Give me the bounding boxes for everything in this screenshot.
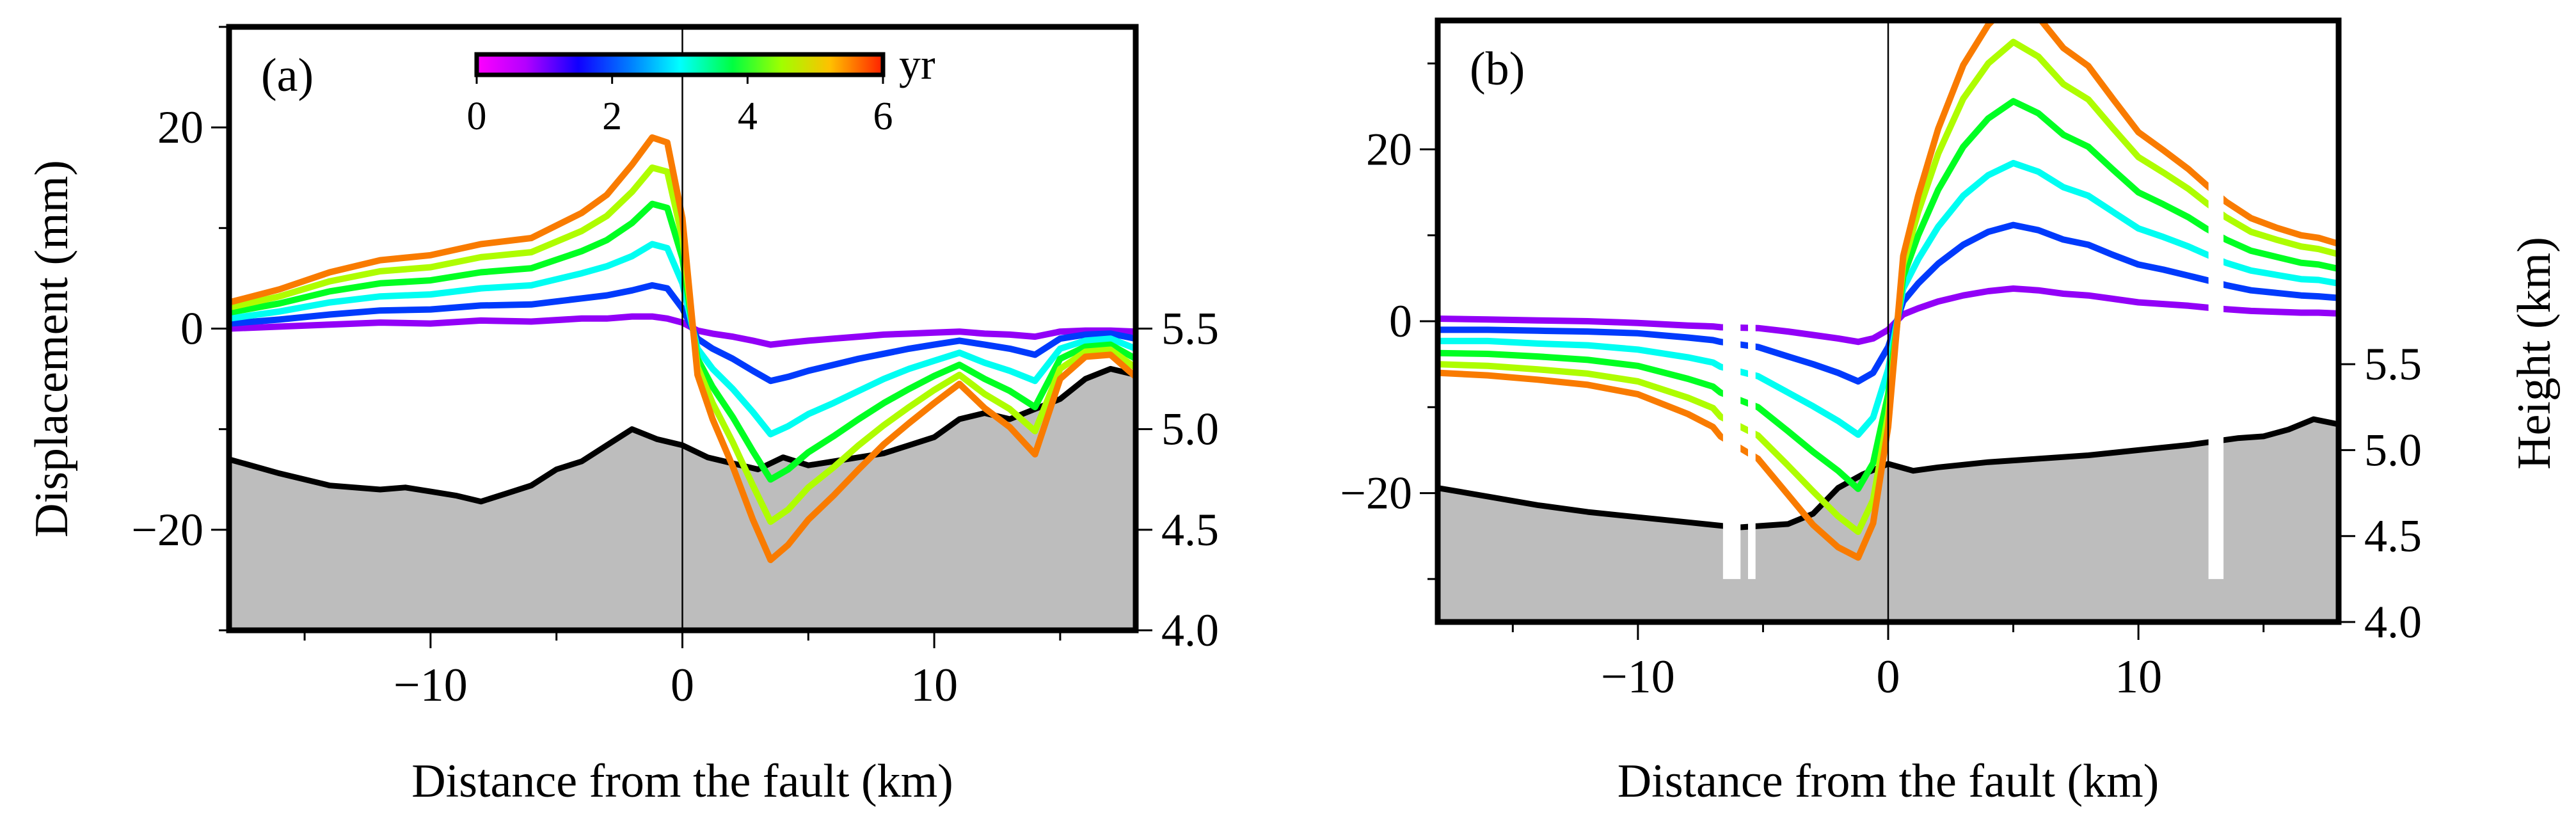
y2-tick-label: 4.5 bbox=[2364, 511, 2422, 562]
colorbar-unit: yr bbox=[899, 40, 935, 88]
series-line-5 bbox=[229, 164, 1136, 525]
y-tick-label: 0 bbox=[1389, 296, 1412, 347]
y2-axis-label: Height (km) bbox=[2508, 237, 2561, 470]
data-gap-3 bbox=[2208, 46, 2224, 579]
y2-tick-label: 5.0 bbox=[1161, 404, 1219, 455]
x-tick-label: −10 bbox=[1601, 651, 1675, 703]
panel-label: (b) bbox=[1470, 43, 1525, 95]
x-tick-label: 0 bbox=[1877, 651, 1900, 703]
x-axis-label: Distance from the fault (km) bbox=[411, 755, 953, 808]
panel-label: (a) bbox=[261, 49, 314, 102]
y-tick-label: 0 bbox=[180, 303, 203, 355]
series-line-6 bbox=[229, 134, 1136, 563]
y2-tick-label: 5.5 bbox=[2364, 339, 2422, 390]
series-line-2 bbox=[229, 282, 1136, 385]
colorbar-tick-label: 6 bbox=[873, 95, 893, 138]
y2-tick-label: 5.5 bbox=[1161, 303, 1219, 355]
topography-line bbox=[1438, 416, 2339, 530]
y-axis-label: Displacement (mm) bbox=[26, 160, 78, 538]
y2-tick-label: 5.0 bbox=[2364, 424, 2422, 475]
panel-b: −10 0 10 Distance from the fault (km) −20 0 20… bbox=[1340, 17, 2561, 808]
colorbar bbox=[474, 52, 886, 77]
y2-tick-label: 4.0 bbox=[1161, 605, 1219, 656]
x-tick-label: −10 bbox=[394, 659, 468, 712]
y2-tick-label: 4.5 bbox=[1161, 504, 1219, 555]
y-tick-label: −20 bbox=[131, 504, 203, 555]
x-axis-label: Distance from the fault (km) bbox=[1618, 755, 2159, 808]
y-tick-label: 20 bbox=[157, 102, 203, 153]
x-tick-label: 10 bbox=[910, 659, 958, 712]
colorbar-tick-label: 0 bbox=[467, 95, 487, 138]
series-line-1 bbox=[229, 313, 1136, 348]
y-tick-label: −20 bbox=[1340, 468, 1412, 519]
x-tick-label: 10 bbox=[2115, 651, 2162, 703]
colorbar-tick-label: 4 bbox=[738, 95, 758, 138]
data-gap-2 bbox=[1747, 46, 1756, 579]
colorbar-tick-label: 2 bbox=[602, 95, 622, 138]
y2-tick-label: 4.0 bbox=[2364, 596, 2422, 648]
series-line-3 bbox=[229, 241, 1136, 438]
y-tick-label: 20 bbox=[1366, 124, 1412, 175]
data-gap-1 bbox=[1722, 46, 1741, 579]
x-tick-label: 0 bbox=[671, 659, 694, 712]
series-line-4 bbox=[229, 200, 1136, 483]
